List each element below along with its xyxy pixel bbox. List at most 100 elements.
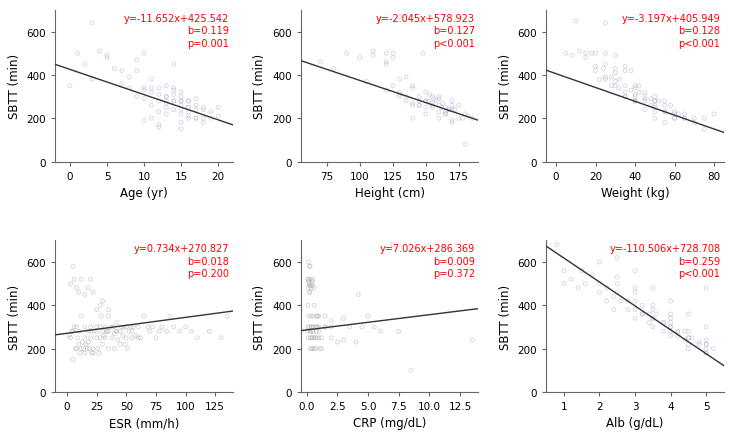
Point [306, 278, 318, 285]
Point [326, 324, 337, 331]
Point [153, 122, 165, 129]
Point [179, 324, 191, 331]
Point [381, 59, 392, 66]
Point [352, 291, 364, 298]
Point [406, 83, 418, 90]
Point [629, 268, 641, 275]
Point [312, 324, 323, 331]
Point [319, 324, 331, 331]
Point [101, 53, 113, 60]
Point [433, 96, 445, 103]
Point [308, 302, 320, 309]
Point [73, 328, 85, 335]
Point [440, 111, 451, 118]
Point [103, 345, 115, 352]
Point [566, 53, 578, 60]
Point [175, 126, 187, 133]
Point [121, 335, 132, 342]
Point [111, 328, 123, 335]
Point [94, 302, 106, 309]
Point [303, 276, 315, 283]
Point [598, 66, 609, 73]
Point [160, 105, 172, 112]
Point [594, 259, 606, 266]
Point [669, 109, 681, 116]
Point [308, 313, 320, 320]
Point [168, 85, 179, 92]
Point [73, 289, 85, 296]
Point [600, 74, 612, 81]
Point [683, 335, 695, 342]
Point [192, 335, 204, 342]
Point [198, 107, 209, 114]
Point [69, 345, 81, 352]
Point [643, 311, 655, 318]
Point [354, 55, 366, 62]
Point [579, 280, 591, 287]
Point [109, 330, 121, 337]
Point [175, 89, 187, 96]
Point [315, 59, 326, 66]
Point [436, 105, 448, 112]
Point [637, 311, 648, 318]
Point [85, 276, 96, 283]
Point [420, 105, 431, 112]
Point [368, 49, 379, 56]
X-axis label: Height (cm): Height (cm) [354, 187, 425, 200]
Point [123, 74, 135, 81]
Point [315, 345, 327, 352]
Point [313, 324, 325, 331]
Point [612, 280, 623, 287]
Point [637, 302, 648, 309]
Point [138, 87, 150, 94]
Point [594, 280, 606, 287]
Point [101, 328, 113, 335]
Point [413, 94, 425, 101]
Point [103, 328, 115, 335]
Point [146, 324, 158, 331]
Point [424, 92, 436, 99]
Point [92, 345, 104, 352]
Point [190, 116, 202, 123]
Point [86, 21, 98, 28]
Point [153, 98, 165, 105]
Point [606, 83, 617, 90]
Point [315, 335, 327, 342]
Point [362, 313, 374, 320]
Point [606, 74, 617, 81]
Point [116, 81, 128, 88]
Point [689, 116, 700, 123]
Point [309, 324, 321, 331]
Point [138, 85, 150, 92]
Point [664, 319, 676, 326]
Point [150, 335, 162, 342]
Point [600, 51, 612, 58]
Point [653, 98, 664, 105]
Point [190, 107, 202, 114]
Point [175, 94, 187, 101]
Point [669, 116, 681, 123]
Point [700, 341, 712, 348]
Point [118, 324, 130, 331]
Point [629, 315, 641, 322]
Point [305, 285, 317, 292]
Point [587, 272, 598, 279]
Point [446, 120, 458, 127]
Point [689, 120, 700, 127]
Point [82, 285, 94, 292]
Point [183, 109, 195, 116]
Point [629, 98, 641, 105]
Point [444, 107, 456, 114]
Point [88, 328, 100, 335]
Point [629, 289, 641, 296]
Point [637, 311, 648, 318]
Point [633, 89, 645, 96]
Point [110, 328, 121, 335]
Point [204, 328, 215, 335]
Point [594, 77, 606, 84]
Point [420, 89, 431, 96]
Point [639, 98, 650, 105]
Point [381, 61, 392, 68]
Point [312, 313, 323, 320]
Point [659, 109, 670, 116]
